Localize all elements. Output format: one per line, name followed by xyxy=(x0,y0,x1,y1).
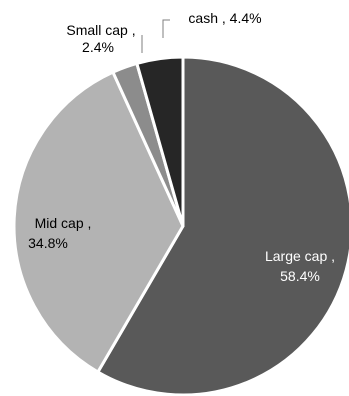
pie-slice-cash xyxy=(135,55,185,228)
pie-slice-mid-cap xyxy=(12,70,185,374)
slice-label-cash: cash , 4.4% xyxy=(188,10,261,26)
pie-slice-large-cap xyxy=(96,55,349,396)
slice-label-mid-cap: Mid cap , xyxy=(35,215,92,231)
slice-value-label-small-cap: 2.4% xyxy=(82,39,114,55)
slice-value-label-mid-cap: 34.8% xyxy=(28,235,68,251)
slice-value-label-large-cap: 58.4% xyxy=(280,268,320,284)
leader-line-cash xyxy=(162,19,170,38)
slice-label-large-cap: Large cap , xyxy=(265,248,335,264)
slice-label-small-cap: Small cap , xyxy=(66,22,135,38)
